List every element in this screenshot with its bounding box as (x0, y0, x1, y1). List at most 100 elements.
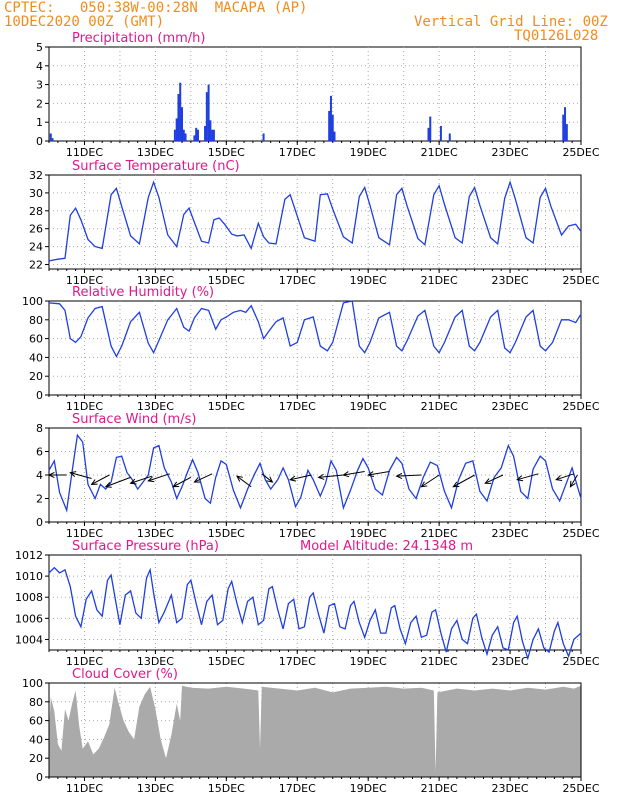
y-tick-label: 1006 (15, 612, 43, 625)
y-tick-label: 3 (36, 79, 43, 92)
wind-vector (485, 474, 504, 484)
y-tick-label: 0 (36, 771, 43, 784)
x-tick-label: 25DEC (562, 782, 599, 795)
x-tick-label: 25DEC (562, 655, 599, 668)
y-tick-label: 30 (29, 187, 43, 200)
wind-vector (236, 475, 252, 488)
panel-title: Relative Humidity (%) (72, 285, 214, 300)
x-tick-label: 17DEC (279, 146, 316, 159)
x-tick-label: 13DEC (137, 400, 174, 413)
y-tick-label: 4 (36, 60, 43, 73)
x-tick-label: 13DEC (137, 655, 174, 668)
wind-vector-arrowhead (69, 471, 77, 477)
x-tick-label: 11DEC (66, 400, 103, 413)
cloud-panel: 0 20 40 60 80 100 11DEC 13DEC 15DEC 17DEC 19DEC 21D… (22, 667, 600, 795)
y-tick-label: 26 (29, 223, 43, 236)
wind-vector-arrowhead (104, 482, 112, 488)
precip-bar (49, 133, 52, 141)
wind-vector-arrowhead (569, 480, 576, 488)
y-tick-label: 60 (29, 715, 43, 728)
precip-bar (182, 129, 185, 141)
precip-bar (177, 94, 180, 141)
pressure-panel: 1004 1006 1008 1010 1012 11DEC 13DEC 15DEC 17DEC… (15, 539, 600, 668)
y-tick-label: 2 (36, 493, 43, 506)
wind-vector-arrowhead (147, 476, 155, 483)
wind-vector-arrowhead (516, 475, 524, 482)
wind-vector (318, 474, 344, 478)
wind-vector-arrowhead (555, 475, 563, 481)
wind-vector-arrowhead (193, 477, 201, 483)
wind-panel: 0 2 4 6 8 11DEC 13DEC 15DEC 17DEC 19DEC 21DEC 23DEC… (36, 412, 600, 540)
y-tick-label: 1004 (15, 633, 43, 646)
precip-bar (181, 107, 183, 141)
precip-bar (429, 116, 432, 141)
precip-bar (173, 129, 176, 141)
precip-bar (565, 124, 568, 141)
y-tick-label: 28 (29, 205, 43, 218)
wind-vector-arrowhead (172, 481, 180, 488)
wind-vector-arrowhead (395, 472, 403, 479)
wind-vector (172, 476, 192, 488)
x-tick-label: 13DEC (137, 274, 174, 287)
y-tick-label: 1012 (15, 549, 43, 562)
x-tick-label: 11DEC (66, 527, 103, 540)
rh-panel: 0 20 40 60 80 100 11DEC 13DEC 15DEC 17DEC 19DEC 21D… (22, 285, 600, 413)
y-tick-label: 6 (36, 446, 43, 459)
x-tick-label: 17DEC (279, 782, 316, 795)
y-tick-label: 1010 (15, 570, 43, 583)
y-tick-label: 60 (29, 333, 43, 346)
wind-vector (556, 473, 575, 481)
x-tick-label: 17DEC (279, 274, 316, 287)
wind-series-line (48, 433, 582, 513)
y-tick-label: 100 (22, 677, 43, 690)
x-tick-label: 15DEC (208, 400, 245, 413)
wind-vector-arrowhead (236, 475, 243, 482)
x-tick-label: 19DEC (350, 400, 387, 413)
x-tick-label: 19DEC (350, 655, 387, 668)
x-tick-label: 23DEC (492, 782, 529, 795)
wind-vector (517, 473, 539, 481)
y-tick-label: 5 (36, 41, 43, 54)
header-model-code: TQ0126L028 (514, 28, 599, 44)
precip-bar (331, 114, 334, 141)
wind-vector (261, 473, 273, 483)
wind-vector (148, 473, 170, 482)
x-tick-label: 15DEC (208, 655, 245, 668)
y-tick-label: 1 (36, 116, 43, 129)
y-tick-label: 20 (29, 752, 43, 765)
precip-bar (193, 135, 196, 141)
x-tick-label: 19DEC (350, 146, 387, 159)
x-tick-label: 21DEC (421, 782, 458, 795)
x-tick-label: 13DEC (137, 782, 174, 795)
wind-vector (91, 474, 110, 485)
wind-vector (105, 476, 131, 488)
x-tick-label: 25DEC (562, 527, 599, 540)
y-tick-label: 4 (36, 469, 43, 482)
precip-bar (204, 125, 207, 141)
precip-bar (195, 127, 198, 141)
x-tick-label: 21DEC (421, 527, 458, 540)
rh-series-line (48, 300, 582, 358)
x-tick-label: 19DEC (350, 782, 387, 795)
temp-panel: 22 24 26 28 30 32 11DEC 13DEC 15DEC 17DEC 19DEC 21D… (29, 159, 600, 287)
y-tick-label: 8 (36, 422, 43, 435)
panel-title: Surface Wind (m/s) (72, 412, 196, 427)
precip-bar (209, 120, 212, 141)
x-tick-label: 19DEC (350, 527, 387, 540)
panel-title: Surface Temperature (nC) (72, 159, 240, 174)
precip-bar (175, 118, 178, 141)
x-tick-label: 15DEC (208, 274, 245, 287)
wind-vector (343, 470, 365, 476)
x-tick-label: 11DEC (66, 274, 103, 287)
x-tick-label: 17DEC (279, 527, 316, 540)
wind-vector-arrowhead (47, 471, 55, 479)
panel-annotation: Model Altitude: 24.1348 m (300, 539, 473, 554)
x-tick-label: 11DEC (66, 782, 103, 795)
cloud-cover-area (49, 685, 581, 777)
wind-vector (421, 474, 440, 488)
x-tick-label: 21DEC (421, 655, 458, 668)
y-tick-label: 80 (29, 696, 43, 709)
precip-bar (564, 107, 567, 141)
wind-vector (130, 475, 153, 484)
